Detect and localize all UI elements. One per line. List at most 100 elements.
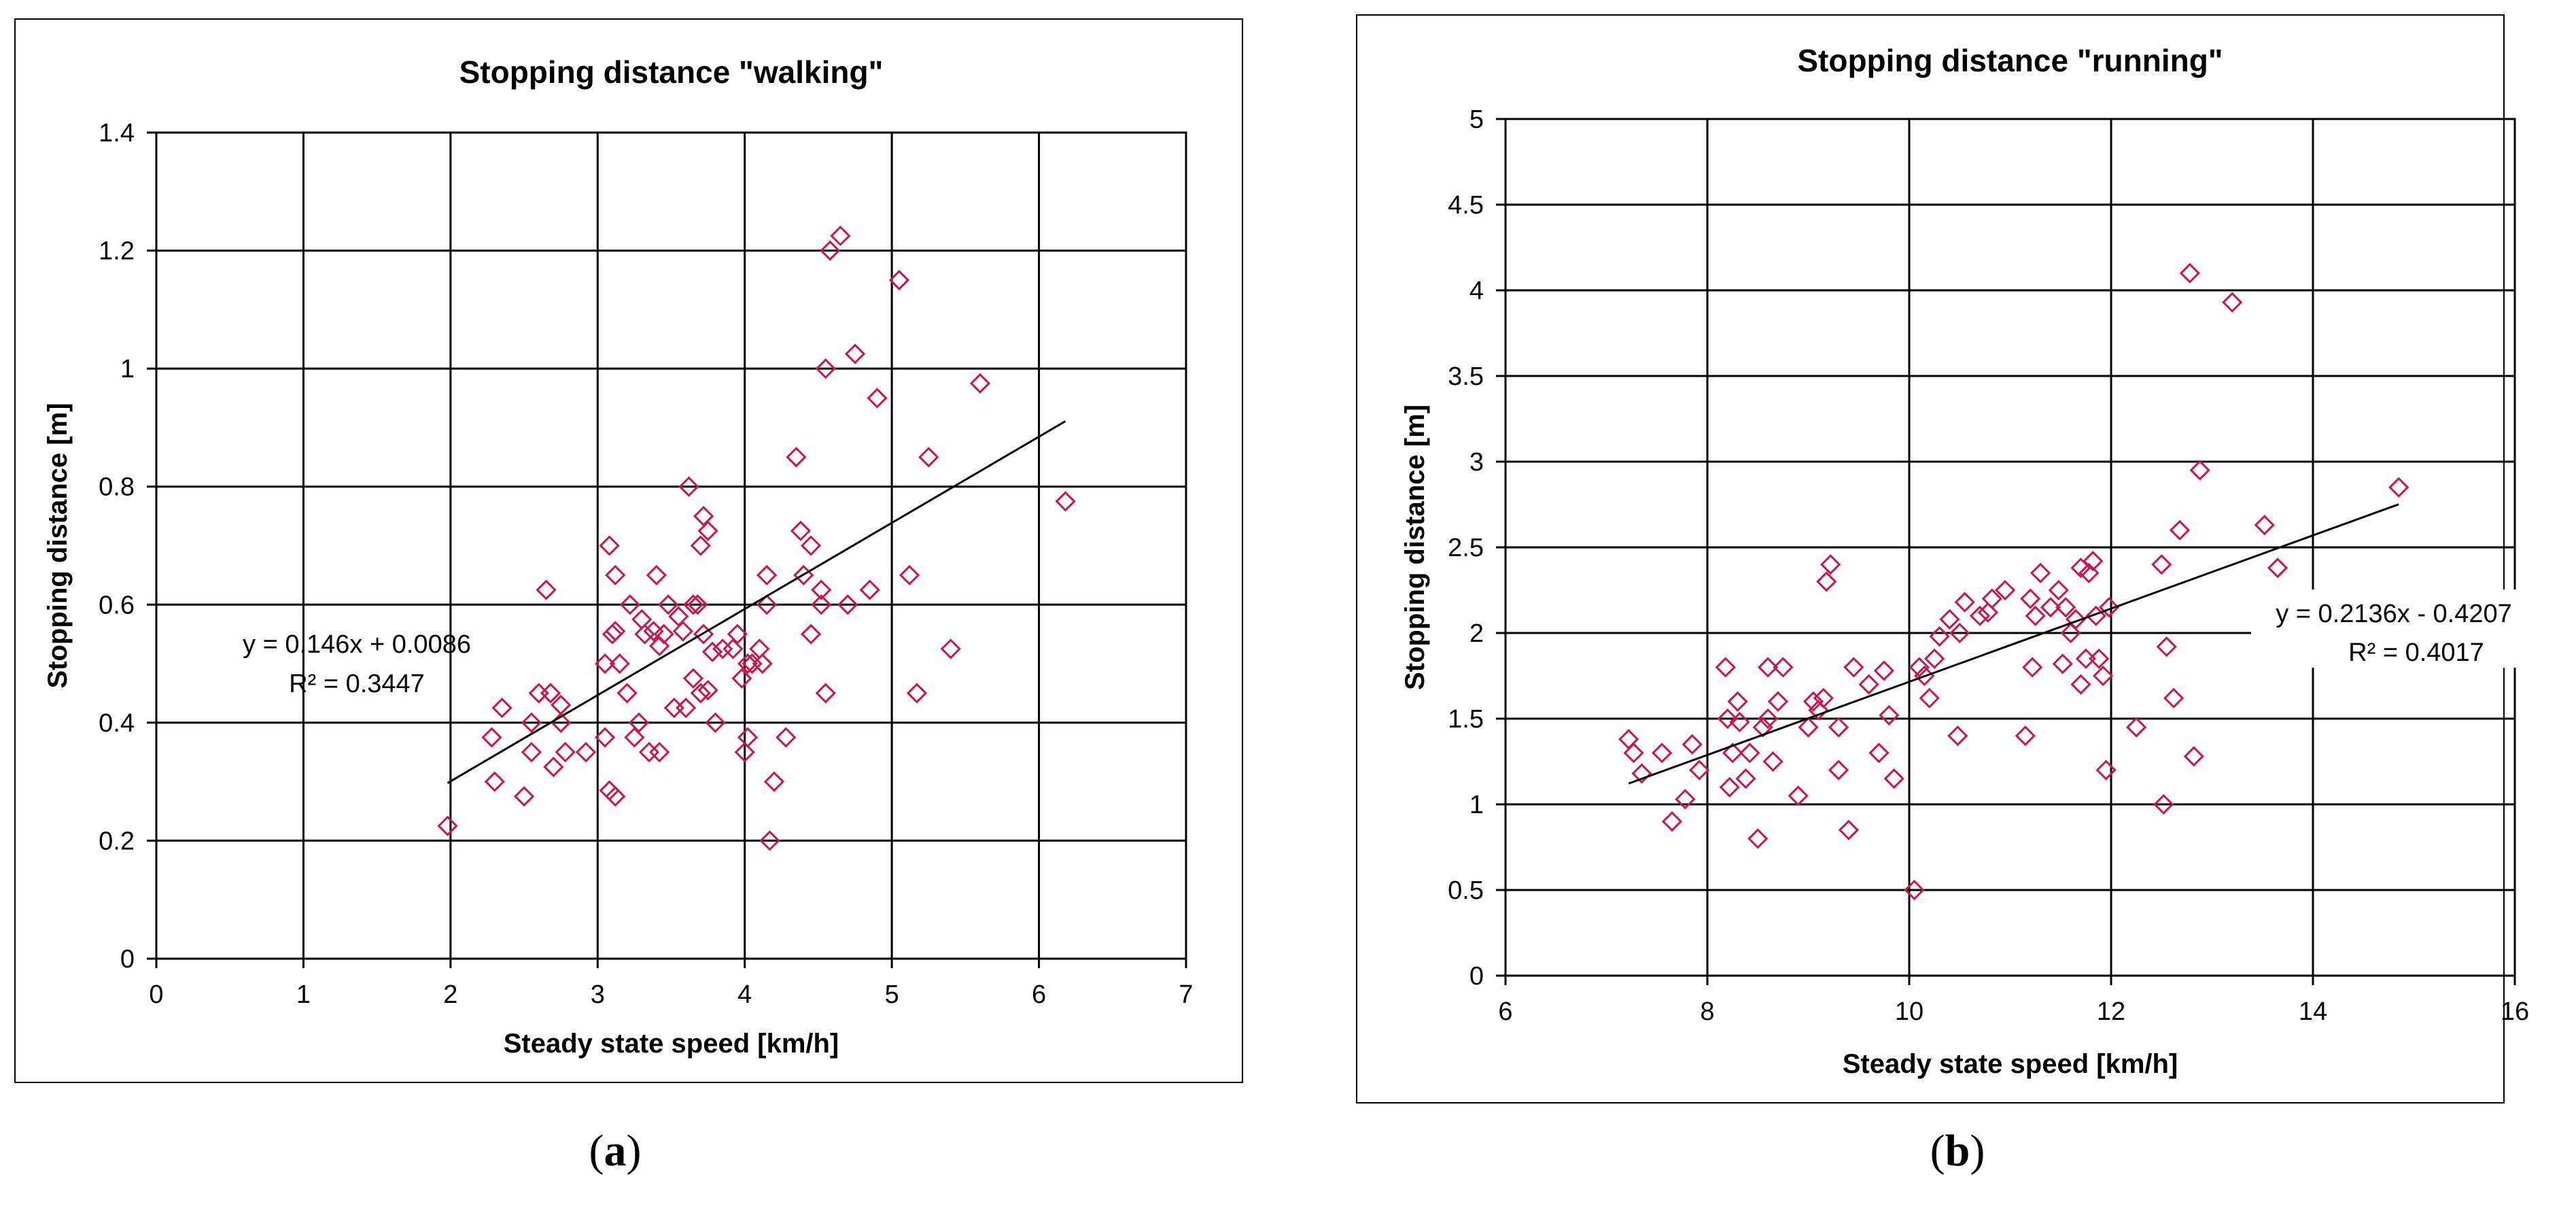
data-point [2070,674,2091,695]
data-point [1715,657,1736,678]
data-point [2075,648,2096,669]
data-point [1994,579,2016,601]
y-tick-label: 1 [1469,791,1484,819]
data-point [1977,602,1998,623]
data-point [1739,742,1760,764]
caption-b-letter: b [1945,1126,1970,1176]
data-point [800,623,822,645]
data-point [668,606,689,627]
data-point [2089,648,2110,669]
data-point [2065,609,2087,630]
data-point [619,594,641,615]
x-tick-label: 12 [2097,997,2125,1026]
plot-area [155,131,1187,960]
data-point [1717,708,1738,730]
data-point [605,786,626,807]
data-points [437,225,1076,851]
data-point [1816,571,1837,592]
x-tick-label: 3 [591,980,605,1009]
x-tick-label: 6 [1032,980,1046,1009]
data-point [1682,734,1703,755]
x-axis-label: Steady state speed [km/h] [1843,1049,2178,1079]
data-point [594,653,616,674]
chart-frame [1356,14,2505,1103]
data-point [484,771,505,792]
data-point [1767,691,1789,712]
data-point [811,594,832,615]
gridlines [1504,118,2516,977]
caption-b: (b) [1890,1125,2025,1177]
data-point [2222,292,2243,313]
data-point [1843,657,1864,678]
data-point [2030,562,2051,583]
data-point [649,635,670,657]
data-point [2048,579,2069,601]
data-point [628,712,650,733]
chart-title: Stopping distance "walking" [459,54,884,90]
x-tick-label: 4 [737,980,752,1009]
data-point [690,535,711,556]
data-point [594,727,616,748]
data-point [1773,657,1794,678]
trendline-r2: R² = 0.4017 [2348,638,2484,667]
data-point [551,694,572,715]
data-point [1828,759,1849,781]
caption-a-open: ( [589,1126,604,1176]
caption-a-letter: a [604,1126,627,1176]
data-point [940,638,961,660]
data-point [1757,657,1779,678]
data-point [676,698,697,719]
data-point [1798,717,1819,738]
data-point [888,269,910,291]
data-point [790,520,812,541]
data-point [1688,759,1710,781]
data-point [2163,687,2185,708]
data-point [1914,665,1935,687]
data-point [2189,460,2210,481]
data-point [1055,491,1076,512]
data-point [521,742,542,763]
data-point [1722,742,1743,764]
data-point [513,786,535,807]
y-tick-label: 4 [1469,277,1484,305]
data-point [690,683,711,704]
data-point [536,579,557,600]
caption-a-close: ) [626,1126,642,1176]
data-point [634,623,655,645]
data-point [737,653,759,674]
data-point [2169,519,2191,541]
data-point [830,225,851,246]
data-point [1735,768,1756,789]
data-points [1618,262,2409,901]
trendline-r2: R² = 0.3447 [289,670,425,698]
data-point [605,621,626,642]
data-point [815,358,836,379]
data-point [1949,622,1970,644]
data-point [1838,819,1860,840]
data-point [734,742,755,763]
x-tick-label: 6 [1498,997,1512,1026]
data-point [663,698,684,719]
data-point [918,447,939,468]
caption-b-close: ) [1970,1126,1985,1176]
data-point [859,579,880,600]
data-point [1883,768,1904,789]
data-point [837,594,858,615]
y-tick-label: 3 [1469,448,1484,477]
x-tick-label: 8 [1700,997,1714,1026]
data-point [682,668,704,689]
data-point [811,579,832,600]
data-point [705,712,726,733]
data-point [906,683,928,704]
chart-frame [14,18,1243,1083]
x-tick-label: 2 [443,980,457,1009]
data-point [631,609,652,630]
x-tick-label: 5 [885,980,899,1009]
data-point [693,623,714,645]
y-tick-label: 0.8 [99,473,135,502]
data-point [2060,622,2081,644]
data-point [491,698,512,719]
data-point [1652,742,1673,764]
data-point [701,641,723,662]
data-point [820,240,841,261]
